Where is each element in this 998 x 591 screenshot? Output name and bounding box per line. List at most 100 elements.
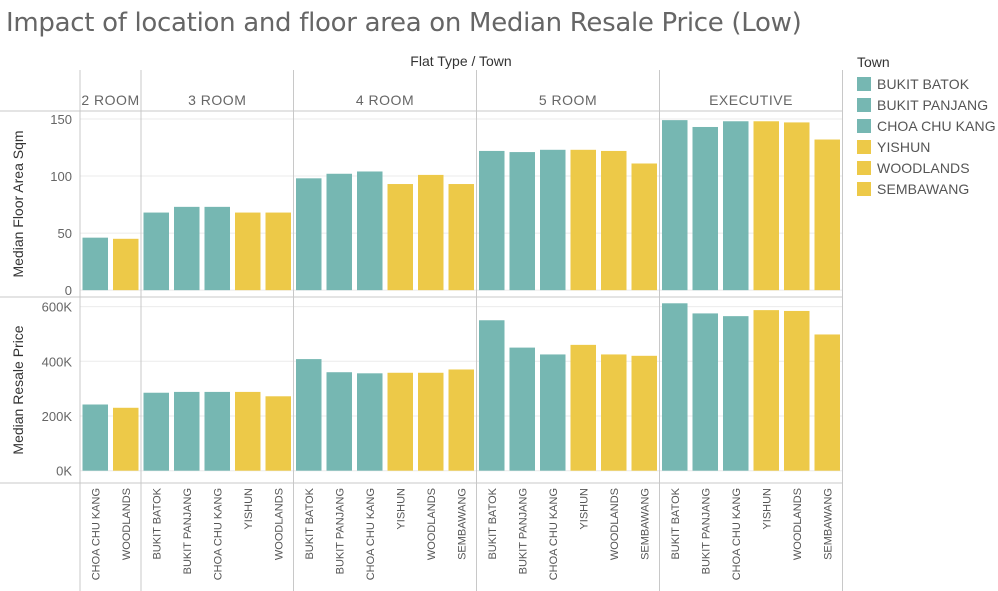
bar [631,163,657,291]
legend-swatch [857,97,871,112]
bar [235,212,261,291]
x-tick-label: BUKIT BATOK [670,487,682,559]
legend: Town BUKIT BATOK BUKIT PANJANG CHOA CHU KA… [857,54,996,199]
bar [570,149,596,291]
bar [540,354,566,471]
bar [479,150,505,291]
x-tick-label: WOODLANDS [792,488,804,560]
x-tick-label: BUKIT PANJANG [517,488,529,574]
legend-items: BUKIT BATOK BUKIT PANJANG CHOA CHU KANG YIS… [857,73,996,199]
legend-item[interactable]: BUKIT BATOK [857,73,996,94]
group-label: 4 ROOM [356,92,414,108]
x-tick-label: WOODLANDS [609,488,621,560]
legend-label: BUKIT PANJANG [877,96,989,113]
y-axis-label: Median Floor Area Sqm [10,130,26,277]
bar [143,392,169,471]
legend-label: YISHUN [877,138,931,155]
y-tick-label: 50 [58,226,72,241]
legend-item[interactable]: BUKIT PANJANG [857,94,996,115]
bar [601,354,627,471]
bar [509,347,535,471]
x-tick-label: WOODLANDS [121,488,133,560]
legend-swatch [857,118,871,133]
bar [265,212,291,291]
bar [82,237,108,291]
bar [326,173,352,291]
bar [753,310,779,471]
legend-item[interactable]: YISHUN [857,136,996,157]
x-tick-label: CHOA CHU KANG [548,488,560,580]
bar [784,122,810,291]
legend-item[interactable]: CHOA CHU KANG [857,115,996,136]
bar [418,372,444,471]
y-tick-label: 0 [65,283,72,298]
legend-label: SEMBAWANG [877,180,970,197]
bar [479,320,505,471]
bar [204,391,230,471]
bar [387,184,413,291]
y-tick-label: 600K [42,300,73,315]
x-tick-label: BUKIT BATOK [151,487,163,559]
y-tick-label: 150 [50,112,72,127]
bar [570,344,596,471]
bar [723,316,749,471]
bar [692,126,718,291]
x-tick-label: WOODLANDS [273,488,285,560]
y-tick-label: 200K [42,409,73,424]
y-tick-label: 100 [50,169,72,184]
legend-swatch [857,160,871,175]
x-tick-label: YISHUN [395,488,407,530]
x-tick-label: BUKIT PANJANG [334,488,346,574]
legend-item[interactable]: SEMBAWANG [857,178,996,199]
x-tick-label: CHOA CHU KANG [731,488,743,580]
bar [265,396,291,471]
legend-swatch [857,181,871,196]
bar [784,310,810,471]
chart-title: Impact of location and floor area on Med… [6,8,802,38]
x-tick-label: WOODLANDS [426,488,438,560]
bar [387,372,413,471]
bar [814,139,840,291]
x-tick-label: SEMBAWANG [456,488,468,560]
bar [662,120,688,291]
x-tick-label: CHOA CHU KANG [90,488,102,580]
legend-title: Town [857,54,890,70]
legend-label: CHOA CHU KANG [877,117,996,134]
x-tick-label: SEMBAWANG [639,488,651,560]
column-header: Flat Type / Town [410,53,511,69]
y-tick-label: 0K [56,464,72,479]
bar [235,391,261,471]
x-tick-label: BUKIT PANJANG [700,488,712,574]
legend-item[interactable]: WOODLANDS [857,157,996,178]
bar [174,206,200,291]
y-tick-label: 400K [42,354,73,369]
group-label: EXECUTIVE [709,92,793,108]
bar [631,355,657,471]
bar [296,359,322,471]
x-tick-label: YISHUN [578,488,590,530]
bar [296,178,322,291]
bar [113,238,139,291]
group-label: 5 ROOM [539,92,597,108]
x-tick-label: YISHUN [761,488,773,530]
bar [692,313,718,471]
x-tick-label: CHOA CHU KANG [365,488,377,580]
x-tick-label: YISHUN [243,488,255,530]
bar [448,369,474,471]
y-axis-label: Median Resale Price [10,325,26,454]
group-label: 3 ROOM [188,92,246,108]
bar [204,206,230,291]
bar [357,171,383,291]
legend-label: WOODLANDS [877,159,970,176]
x-tick-label: SEMBAWANG [822,488,834,560]
bar [418,174,444,291]
x-tick-label: BUKIT BATOK [304,487,316,559]
bar [753,121,779,291]
bar [540,149,566,291]
x-tick-label: BUKIT PANJANG [182,488,194,574]
x-tick-label: BUKIT BATOK [487,487,499,559]
bar [509,152,535,291]
bar [357,373,383,471]
bar [601,150,627,291]
legend-swatch [857,76,871,91]
